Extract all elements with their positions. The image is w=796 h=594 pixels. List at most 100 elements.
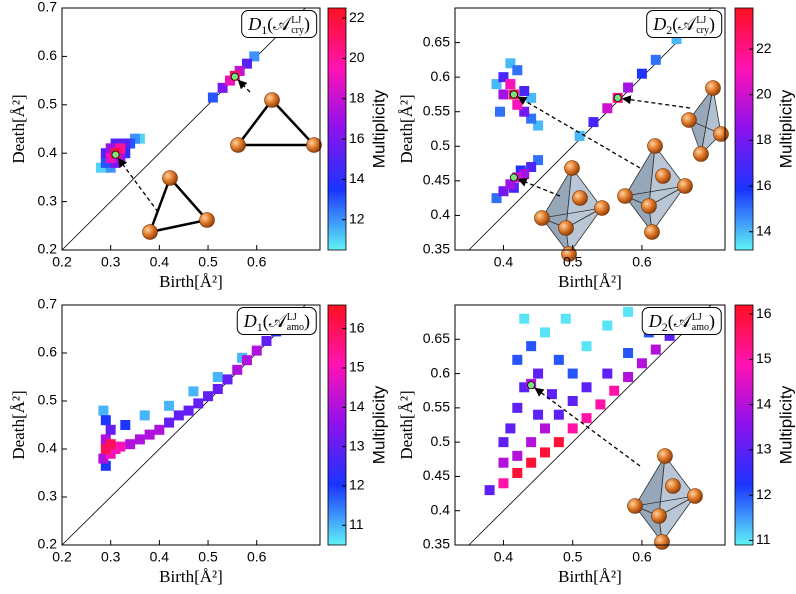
plot-area (62, 305, 320, 545)
colorbar-label: Multiplicity (776, 385, 795, 464)
title-sup: LJ (286, 311, 297, 323)
x-tick-label: 0.6 (632, 549, 652, 565)
title-main: D (653, 14, 667, 34)
y-tick-label: 0.3 (38, 488, 58, 504)
colorbar-tick-label: 16 (756, 305, 772, 321)
title-sub: cry (696, 24, 709, 36)
x-axis-label: Birth[Å²] (558, 272, 622, 291)
colorbar-label: Multiplicity (776, 89, 795, 168)
heatmap-cell (217, 82, 228, 93)
heatmap-cell (526, 437, 537, 448)
x-tick-label: 0.4 (494, 549, 514, 565)
colorbar (327, 304, 347, 546)
heatmap-cell (553, 354, 564, 365)
heatmap-cell (623, 348, 634, 358)
heatmap (491, 13, 703, 204)
colorbar-label: Multiplicity (369, 385, 388, 464)
colorbar-tick-label: 22 (756, 40, 772, 56)
heatmap-cell (526, 457, 537, 468)
heatmap-cell (602, 320, 613, 331)
title-main: D (648, 311, 662, 331)
atom (162, 170, 178, 186)
heatmap-cell (533, 409, 544, 420)
x-tick-label: 0.4 (150, 254, 170, 270)
y-tick-label: 0.2 (38, 536, 58, 552)
x-tick-label: 0.4 (494, 254, 514, 270)
heatmap-cell (650, 54, 661, 65)
heatmap-cell (623, 306, 634, 317)
y-tick-label: 0.3 (38, 192, 58, 208)
chart-title: D2(𝒜 LJ amo) (641, 307, 722, 335)
heatmap-cell (595, 399, 606, 410)
title-scripts: LJ amo (691, 312, 709, 333)
title-sub: amo (691, 321, 709, 333)
face (658, 495, 696, 544)
colorbar-tick-label: 15 (756, 350, 772, 366)
heatmap-cell (154, 424, 165, 435)
heatmap-cell (134, 434, 145, 445)
atom (264, 92, 280, 108)
bond (541, 207, 603, 219)
heatmap-cell (100, 444, 111, 454)
colorbar-tick-label: 14 (756, 222, 772, 238)
y-tick-label: 0.5 (431, 433, 451, 449)
y-tick-label: 0.65 (423, 33, 450, 49)
heatmap-cell (664, 330, 675, 341)
y-tick-label: 0.7 (38, 296, 58, 312)
heatmap-cell (491, 193, 502, 204)
x-tick-label: 0.6 (632, 254, 652, 270)
atom (564, 160, 580, 176)
colorbar-tick-label: 12 (756, 486, 772, 502)
bond-triangle (148, 175, 210, 234)
bond-triangle (235, 98, 317, 147)
heatmap-cell (484, 485, 495, 496)
atom (651, 508, 667, 524)
colorbar-tick-label: 16 (349, 130, 365, 146)
y-tick-label: 0.4 (38, 144, 58, 160)
atom (572, 190, 588, 206)
heatmap-cell (588, 117, 599, 128)
y-tick-label: 0.5 (431, 137, 451, 153)
highlight-point (230, 72, 239, 81)
atom (713, 126, 729, 142)
heatmap-cell (491, 79, 502, 90)
colorbar-tick-label: 12 (349, 210, 365, 226)
y-tick-label: 0.55 (423, 399, 450, 415)
heatmap-cell (164, 400, 175, 411)
structure-icon (142, 170, 215, 240)
highlight-point (509, 90, 518, 99)
face (565, 207, 603, 256)
colorbar (327, 7, 347, 251)
y-tick-label: 0.4 (431, 501, 451, 517)
x-tick-label: 0.5 (563, 254, 583, 270)
heatmap-cell (498, 457, 509, 468)
colorbar-tick-label: 18 (756, 131, 772, 147)
colorbar-tick-label: 11 (349, 516, 364, 532)
atom (534, 210, 550, 226)
title-scripts: LJ amo (286, 311, 304, 333)
heatmap-cell (251, 345, 262, 356)
y-tick-label: 0.35 (423, 241, 450, 257)
heatmap-cell (498, 89, 509, 100)
title-main: D (243, 311, 257, 331)
heatmap-cell (164, 417, 175, 428)
structure-icon (230, 92, 322, 153)
heatmap-cell (567, 396, 578, 406)
heatmap-cell (98, 453, 109, 464)
heatmap-cell (581, 382, 592, 393)
heatmap-cell (519, 85, 530, 96)
heatmap-cell (533, 368, 544, 379)
highlight-point (509, 173, 518, 182)
heatmap-cell (203, 391, 214, 402)
atom (687, 488, 703, 504)
x-tick-label: 0.5 (198, 549, 218, 565)
colorbar-tick-label: 16 (756, 177, 772, 193)
atom (627, 498, 643, 514)
heatmap-cell (144, 429, 155, 440)
heatmap-cell (540, 447, 550, 458)
atom (665, 478, 681, 494)
y-tick-label: 0.2 (38, 241, 58, 257)
bond (634, 495, 696, 507)
